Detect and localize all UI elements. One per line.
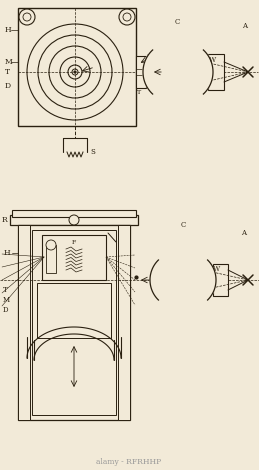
Bar [213,264,228,296]
Circle shape [72,69,78,75]
Text: H: H [4,249,11,257]
Circle shape [23,13,31,21]
Circle shape [49,46,101,98]
Text: T: T [5,68,10,76]
Circle shape [68,65,82,79]
Text: S: S [90,148,95,156]
Text: R: R [2,216,8,224]
Bar [136,56,146,88]
Circle shape [27,24,123,120]
Text: M: M [5,58,13,66]
Text: T: T [137,89,141,94]
Text: D: D [3,306,9,314]
Text: alamy - RFRHHP: alamy - RFRHHP [96,458,162,466]
Bar [18,8,136,126]
Bar [42,235,106,280]
Bar [18,225,30,420]
Circle shape [46,240,56,250]
Bar [32,230,116,415]
Circle shape [74,71,76,73]
Text: T: T [3,286,8,294]
Text: W: W [213,265,221,273]
Bar [12,210,136,217]
Text: A: A [241,229,246,237]
Polygon shape [143,50,213,94]
Circle shape [119,9,135,25]
Circle shape [19,9,35,25]
Text: C: C [181,221,186,229]
Point [134,273,138,281]
Bar [37,283,111,338]
Bar [18,225,130,420]
Circle shape [38,35,112,109]
Text: C: C [175,18,180,26]
Text: B: B [147,54,152,58]
Text: F: F [72,241,76,245]
Bar [208,54,224,90]
Text: A: A [242,22,247,30]
Bar [118,225,130,420]
Circle shape [69,215,79,225]
Text: H: H [5,26,12,34]
Text: M: M [3,296,10,304]
Bar [46,245,56,273]
Circle shape [123,13,131,21]
Text: W: W [209,56,217,64]
Polygon shape [150,260,216,300]
Bar [10,215,138,225]
Text: D: D [5,82,11,90]
Circle shape [60,57,90,87]
